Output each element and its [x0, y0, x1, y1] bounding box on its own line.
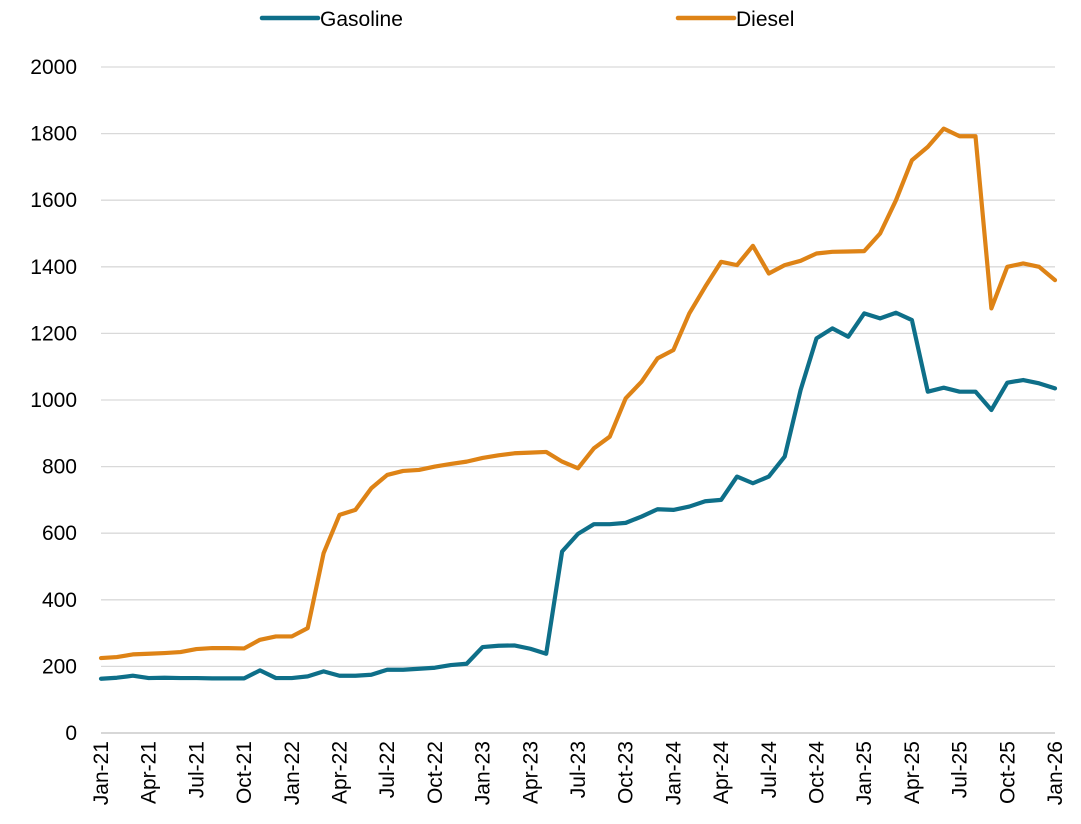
- x-tick-label: Apr-23: [519, 741, 542, 804]
- y-axis-tick-labels: 0 200 400 600 800 1000 1200 1400 1600 1800 2000: [30, 56, 77, 745]
- y-tick-label: 1600: [30, 189, 77, 212]
- y-tick-label: 1400: [30, 256, 77, 279]
- x-tick-label: Jul-25: [949, 741, 972, 798]
- x-tick-label: Oct-24: [806, 741, 829, 804]
- x-tick-label: Jan-25: [853, 741, 876, 805]
- y-tick-label: 0: [65, 722, 77, 745]
- legend: Gasoline Diesel: [259, 8, 794, 31]
- y-tick-label: 1800: [30, 123, 77, 146]
- y-tick-label: 800: [42, 456, 77, 479]
- y-tick-label: 2000: [30, 56, 77, 79]
- x-tick-label: Apr-21: [138, 741, 161, 804]
- x-tick-label: Jan-26: [1044, 741, 1067, 805]
- x-tick-label: Apr-22: [329, 741, 352, 804]
- x-tick-label: Jul-21: [185, 741, 208, 798]
- y-tick-label: 600: [42, 522, 77, 545]
- series-line-diesel: [98, 126, 1058, 661]
- x-tick-label: Jan-21: [90, 741, 113, 805]
- x-tick-label: Oct-25: [996, 741, 1019, 804]
- series-line-gasoline: [98, 310, 1058, 681]
- x-tick-label: Oct-23: [615, 741, 638, 804]
- y-tick-label: 1200: [30, 322, 77, 345]
- x-tick-label: Jan-24: [662, 741, 685, 806]
- x-tick-label: Apr-24: [710, 741, 733, 804]
- x-tick-label: Apr-25: [901, 741, 924, 804]
- x-axis-tick-labels: Jan-21 Apr-21 Jul-21 Oct-21 Jan-22 Apr-22 Jul-…: [90, 741, 1067, 806]
- y-tick-label: 1000: [30, 389, 77, 412]
- x-tick-label: Oct-22: [424, 741, 447, 804]
- y-tick-label: 200: [42, 655, 77, 678]
- x-tick-label: Oct-21: [233, 741, 256, 804]
- x-tick-label: Jan-23: [472, 741, 495, 805]
- x-tick-label: Jan-22: [281, 741, 304, 805]
- x-tick-label: Jul-23: [567, 741, 590, 798]
- y-tick-label: 400: [42, 589, 77, 612]
- gridlines: [101, 66, 1055, 668]
- series-lines: [98, 126, 1058, 681]
- x-tick-label: Jul-24: [758, 741, 781, 799]
- legend-label-gasoline: Gasoline: [320, 8, 403, 31]
- x-tick-label: Jul-22: [376, 741, 399, 798]
- legend-label-diesel: Diesel: [736, 8, 794, 31]
